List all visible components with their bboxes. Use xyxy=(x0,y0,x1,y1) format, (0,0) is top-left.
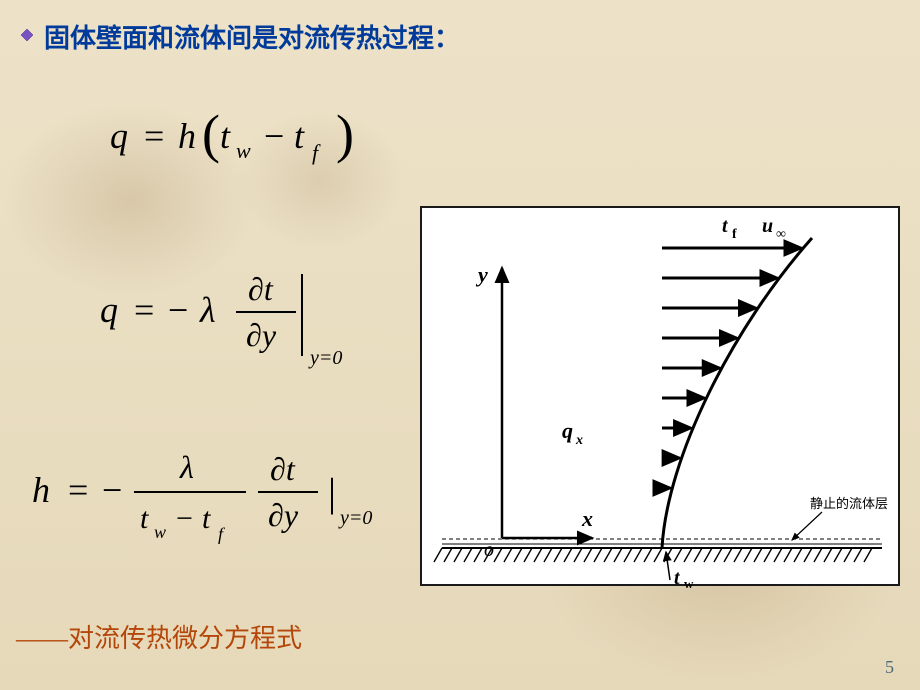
svg-text:w: w xyxy=(236,138,251,163)
svg-text:y=0: y=0 xyxy=(308,347,342,369)
svg-text:q: q xyxy=(110,116,128,156)
svg-text:−: − xyxy=(264,116,284,156)
svg-text:x: x xyxy=(581,506,593,531)
svg-text:∞: ∞ xyxy=(776,227,786,242)
svg-text:λ: λ xyxy=(199,290,216,330)
slide-title: 固体壁面和流体间是对流传热过程： xyxy=(44,18,460,55)
svg-text:f: f xyxy=(312,140,321,165)
page-number: 5 xyxy=(885,657,894,678)
svg-text:q: q xyxy=(562,418,573,443)
svg-text:∂t: ∂t xyxy=(270,451,296,487)
svg-text:=: = xyxy=(134,290,154,330)
svg-text:−: − xyxy=(168,290,188,330)
svg-text:t: t xyxy=(674,567,681,588)
svg-text:∂t: ∂t xyxy=(248,271,274,307)
svg-text:=: = xyxy=(144,116,164,156)
svg-text:t: t xyxy=(140,502,149,535)
svg-text:∂y: ∂y xyxy=(268,497,299,533)
svg-text:∂y: ∂y xyxy=(246,317,277,353)
svg-text:o: o xyxy=(484,539,494,561)
svg-text:t: t xyxy=(220,116,231,156)
equation-h-differential: h = − λ t w − t f ∂t ∂y | y=0 xyxy=(32,440,412,565)
footnote-text: 对流传热微分方程式 xyxy=(68,624,302,653)
bullet-icon xyxy=(20,28,34,42)
svg-text:): ) xyxy=(336,104,354,164)
svg-text:q: q xyxy=(100,290,118,330)
svg-text:h: h xyxy=(178,116,196,156)
svg-text:−: − xyxy=(102,470,122,510)
svg-text:w: w xyxy=(684,576,694,588)
svg-text:w: w xyxy=(154,522,166,542)
svg-text:y=0: y=0 xyxy=(338,507,372,529)
svg-text:λ: λ xyxy=(179,449,194,485)
svg-text:y: y xyxy=(475,262,488,287)
svg-text:x: x xyxy=(575,433,583,448)
svg-text:t: t xyxy=(294,116,305,156)
svg-text:u: u xyxy=(762,215,773,237)
svg-text:f: f xyxy=(218,524,226,544)
footnote-dash: —— xyxy=(16,624,68,653)
svg-text:f: f xyxy=(732,227,737,242)
svg-text:t: t xyxy=(202,502,211,535)
svg-text:h: h xyxy=(32,470,50,510)
svg-text:−: − xyxy=(176,502,193,535)
equation-convection: q = h ( t w − t f ) xyxy=(110,104,390,179)
equation-fourier: q = − λ ∂t ∂y y=0 xyxy=(100,260,380,385)
equation-name-label: ——对流传热微分方程式 xyxy=(16,618,302,655)
svg-text:=: = xyxy=(68,470,88,510)
svg-text:|: | xyxy=(328,470,336,515)
boundary-layer-diagram: yxoqxtfu∞tw静止的流体层 xyxy=(420,206,900,586)
svg-text:t: t xyxy=(722,215,729,237)
svg-text:静止的流体层: 静止的流体层 xyxy=(810,496,888,511)
svg-text:(: ( xyxy=(202,104,220,164)
